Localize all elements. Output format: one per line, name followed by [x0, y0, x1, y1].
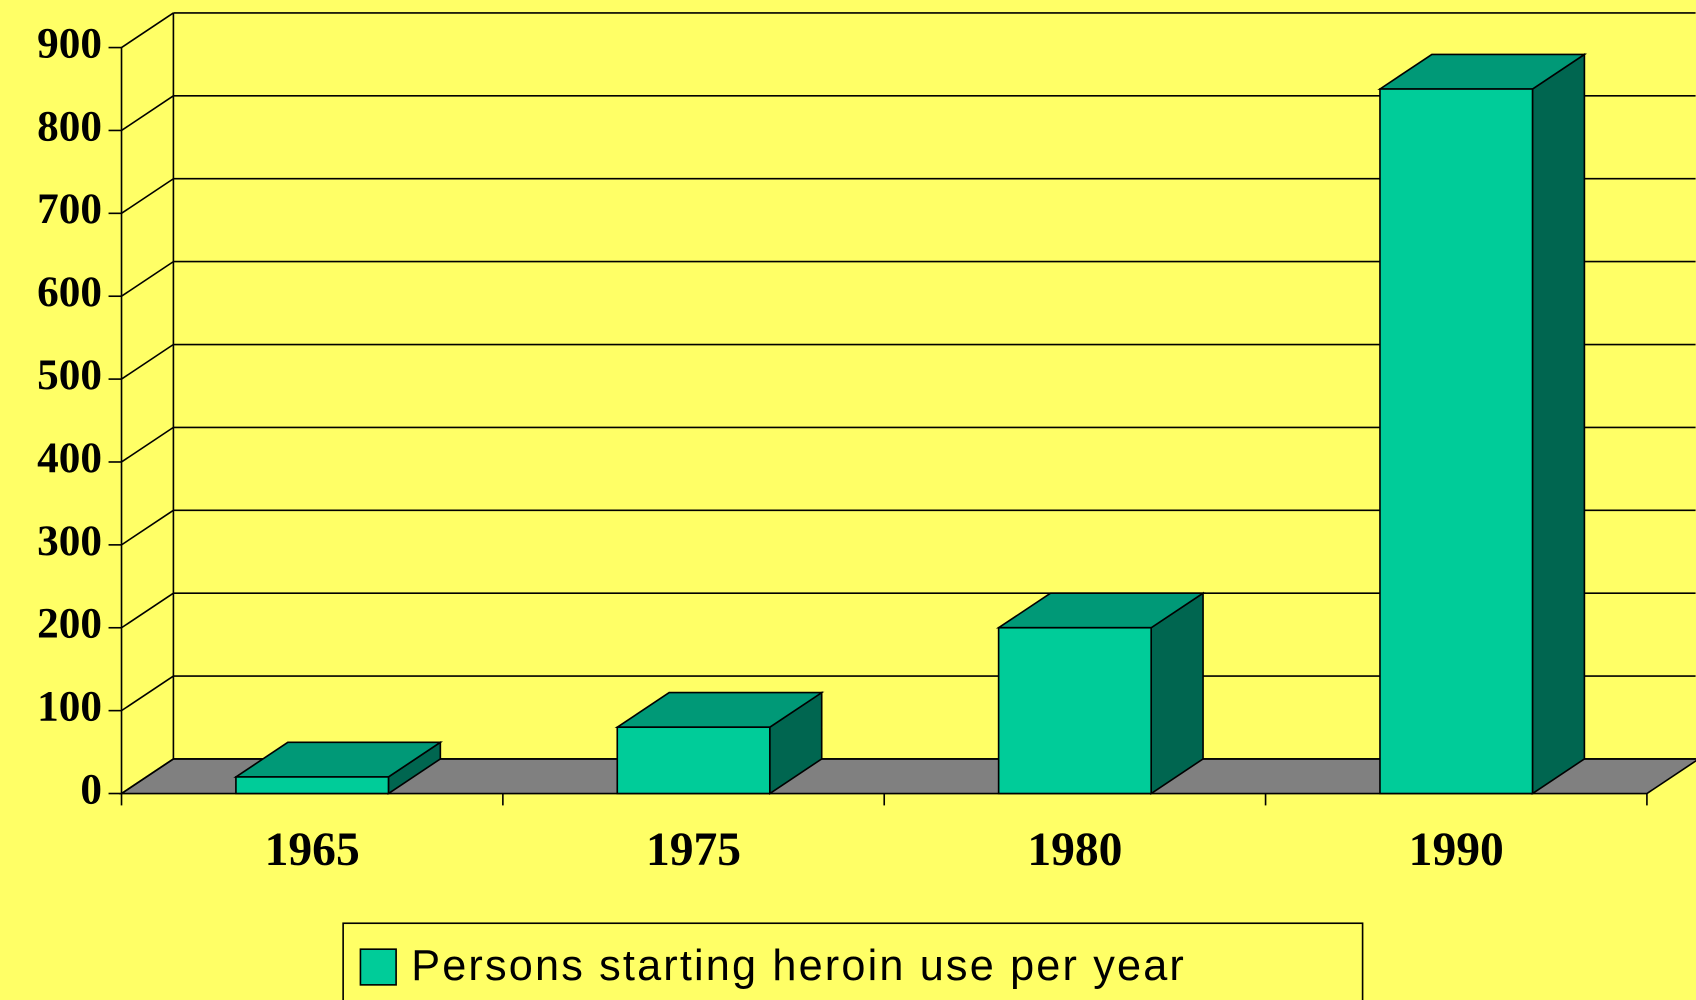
y-tick-label: 900 [37, 19, 102, 67]
x-tick-label: 1965 [265, 824, 360, 876]
y-tick-label: 700 [37, 185, 102, 233]
bar-side [1531, 52, 1586, 796]
x-tick-label: 1990 [1409, 824, 1504, 876]
x-tick-label: 1980 [1027, 824, 1122, 876]
side-grid-line [121, 260, 174, 297]
side-grid-line [121, 426, 174, 463]
side-grid-line [121, 95, 174, 132]
y-tick-label: 100 [37, 683, 102, 731]
y-tick-label: 200 [37, 600, 102, 648]
y-tick-label: 400 [37, 434, 102, 482]
side-grid-line [121, 343, 174, 380]
side-grid-line [121, 178, 174, 215]
bar [997, 626, 1152, 795]
y-tick-label: 800 [37, 102, 102, 150]
legend-label: Persons starting heroin use per year [411, 942, 1186, 990]
bar [1379, 88, 1534, 795]
legend-swatch [359, 948, 397, 986]
legend-box [342, 922, 1364, 1000]
side-grid-line [121, 675, 174, 712]
y-tick-label: 0 [80, 765, 102, 813]
side-grid-line [121, 592, 174, 629]
y-tick-label: 500 [37, 351, 102, 399]
side-grid-line [121, 509, 174, 546]
side-grid-line [121, 12, 174, 49]
y-tick-label: 600 [37, 268, 102, 316]
bar [616, 726, 771, 795]
side-grid-line [121, 758, 174, 795]
legend: Persons starting heroin use per year [342, 922, 1364, 1000]
y-tick-label: 300 [37, 517, 102, 565]
bar [235, 776, 390, 795]
x-tick-label: 1975 [646, 824, 741, 876]
